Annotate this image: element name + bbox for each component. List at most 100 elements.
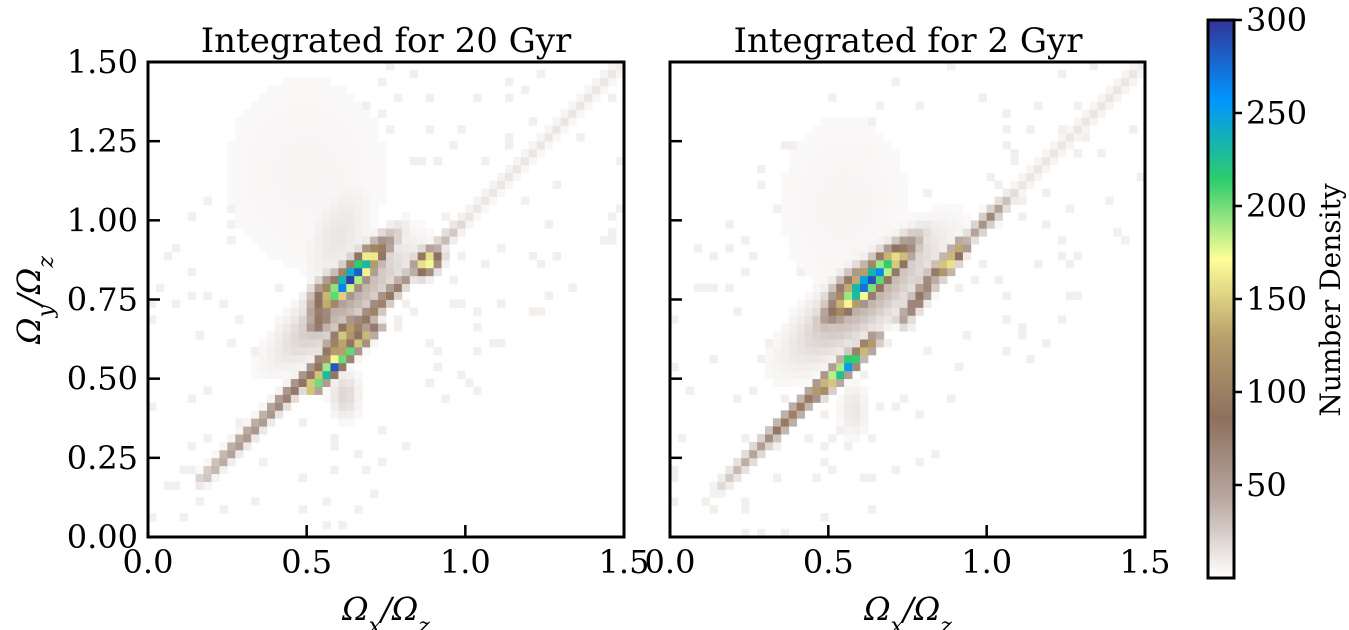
heatmap-cell <box>836 141 845 150</box>
heatmap-cell <box>1073 101 1083 110</box>
heatmap-cell <box>923 236 932 245</box>
heatmap-cell <box>274 212 284 221</box>
heatmap-cell <box>1081 125 1090 134</box>
heatmap-cell <box>274 157 284 166</box>
heatmap-cell <box>322 283 331 292</box>
heatmap-cell <box>804 402 813 411</box>
heatmap-cell <box>749 449 758 459</box>
heatmap-cell <box>274 196 284 205</box>
heatmap-cell <box>251 220 260 229</box>
heatmap-cell <box>796 212 805 221</box>
heatmap-cell <box>354 149 363 158</box>
heatmap-cell <box>828 434 837 443</box>
heatmap-cell <box>915 244 924 253</box>
heatmap-cell <box>788 196 798 205</box>
heatmap-cell <box>338 164 347 174</box>
heatmap-cell <box>852 426 861 435</box>
heatmap-cell <box>899 394 908 403</box>
heatmap-cell <box>875 212 885 221</box>
heatmap-cell <box>219 449 228 459</box>
heatmap-cell <box>788 188 798 197</box>
heatmap-cell <box>899 244 908 253</box>
heatmap-cell <box>780 426 790 435</box>
heatmap-cell <box>362 259 371 269</box>
heatmap-cell <box>693 283 703 292</box>
heatmap-cell <box>378 236 387 245</box>
heatmap-cell <box>1105 101 1114 110</box>
heatmap-cell <box>828 172 837 182</box>
heatmap-cell <box>1002 109 1011 118</box>
heatmap-cell <box>282 164 292 174</box>
heatmap-cell <box>852 339 861 348</box>
heatmap-cell <box>243 196 252 205</box>
heatmap-cell <box>820 228 829 237</box>
heatmap-cell <box>259 204 268 213</box>
heatmap-cell <box>259 244 268 253</box>
heatmap-cell <box>576 101 585 110</box>
heatmap-cell <box>852 141 861 150</box>
heatmap-cell <box>528 117 538 126</box>
heatmap-cell <box>788 354 798 364</box>
heatmap-cell <box>867 117 877 126</box>
heatmap-cell <box>891 283 900 292</box>
heatmap-cell <box>828 362 837 372</box>
heatmap-cell <box>820 347 829 356</box>
heatmap-cell <box>370 133 379 142</box>
heatmap-cell <box>544 141 553 150</box>
heatmap-cell <box>227 457 236 467</box>
heatmap-cell <box>899 299 908 308</box>
heatmap-cell <box>330 109 339 118</box>
heatmap-cell <box>409 259 419 269</box>
heatmap-cell <box>290 164 300 174</box>
heatmap-cell <box>306 236 315 245</box>
heatmap-cell <box>788 323 798 332</box>
heatmap-cell <box>433 347 442 356</box>
heatmap-cell <box>282 141 292 150</box>
heatmap-cell <box>401 259 411 269</box>
heatmap-cell <box>314 204 323 213</box>
heatmap-cell <box>393 323 403 332</box>
heatmap-cell <box>867 252 877 261</box>
heatmap-cell <box>978 259 988 269</box>
heatmap-cell <box>939 244 948 253</box>
heatmap-cell <box>812 331 821 340</box>
heatmap-cell <box>860 196 869 205</box>
heatmap-cell <box>243 228 252 237</box>
heatmap-cell <box>552 252 561 261</box>
heatmap-cell <box>290 212 300 221</box>
heatmap-cell <box>290 133 300 142</box>
heatmap-cell <box>322 180 331 190</box>
heatmap-cell <box>274 164 284 174</box>
heatmap-cell <box>298 125 308 134</box>
heatmap-cell <box>812 386 821 395</box>
heatmap-cell <box>298 473 308 482</box>
colorbar-tick-label: 250 <box>1246 94 1307 132</box>
heatmap-cell <box>322 354 331 364</box>
heatmap-cell <box>346 299 355 308</box>
heatmap-cell <box>875 188 885 197</box>
heatmap-cell <box>259 220 268 229</box>
heatmap-cell <box>844 267 853 277</box>
heatmap-cell <box>1042 220 1051 229</box>
heatmap-cell <box>306 212 315 221</box>
heatmap-cell <box>931 220 940 229</box>
heatmap-cell <box>322 275 331 285</box>
heatmap-cell <box>875 204 885 213</box>
heatmap-cell <box>354 275 363 285</box>
heatmap-cell <box>820 236 829 245</box>
heatmap-cell <box>187 465 196 475</box>
heatmap-cell <box>497 172 506 182</box>
heatmap-cell <box>409 307 419 316</box>
heatmap-cell <box>346 141 355 150</box>
heatmap-cell <box>796 172 805 182</box>
heatmap-cell <box>314 259 323 269</box>
heatmap-cell <box>322 259 331 269</box>
heatmap-cell <box>780 418 790 427</box>
heatmap-cell <box>274 315 284 324</box>
heatmap-cell <box>536 307 546 316</box>
heatmap-cell <box>1002 141 1011 150</box>
heatmap-cell <box>362 196 371 205</box>
heatmap-cell <box>282 212 292 221</box>
heatmap-cell <box>386 252 395 261</box>
heatmap-cell <box>306 172 315 182</box>
